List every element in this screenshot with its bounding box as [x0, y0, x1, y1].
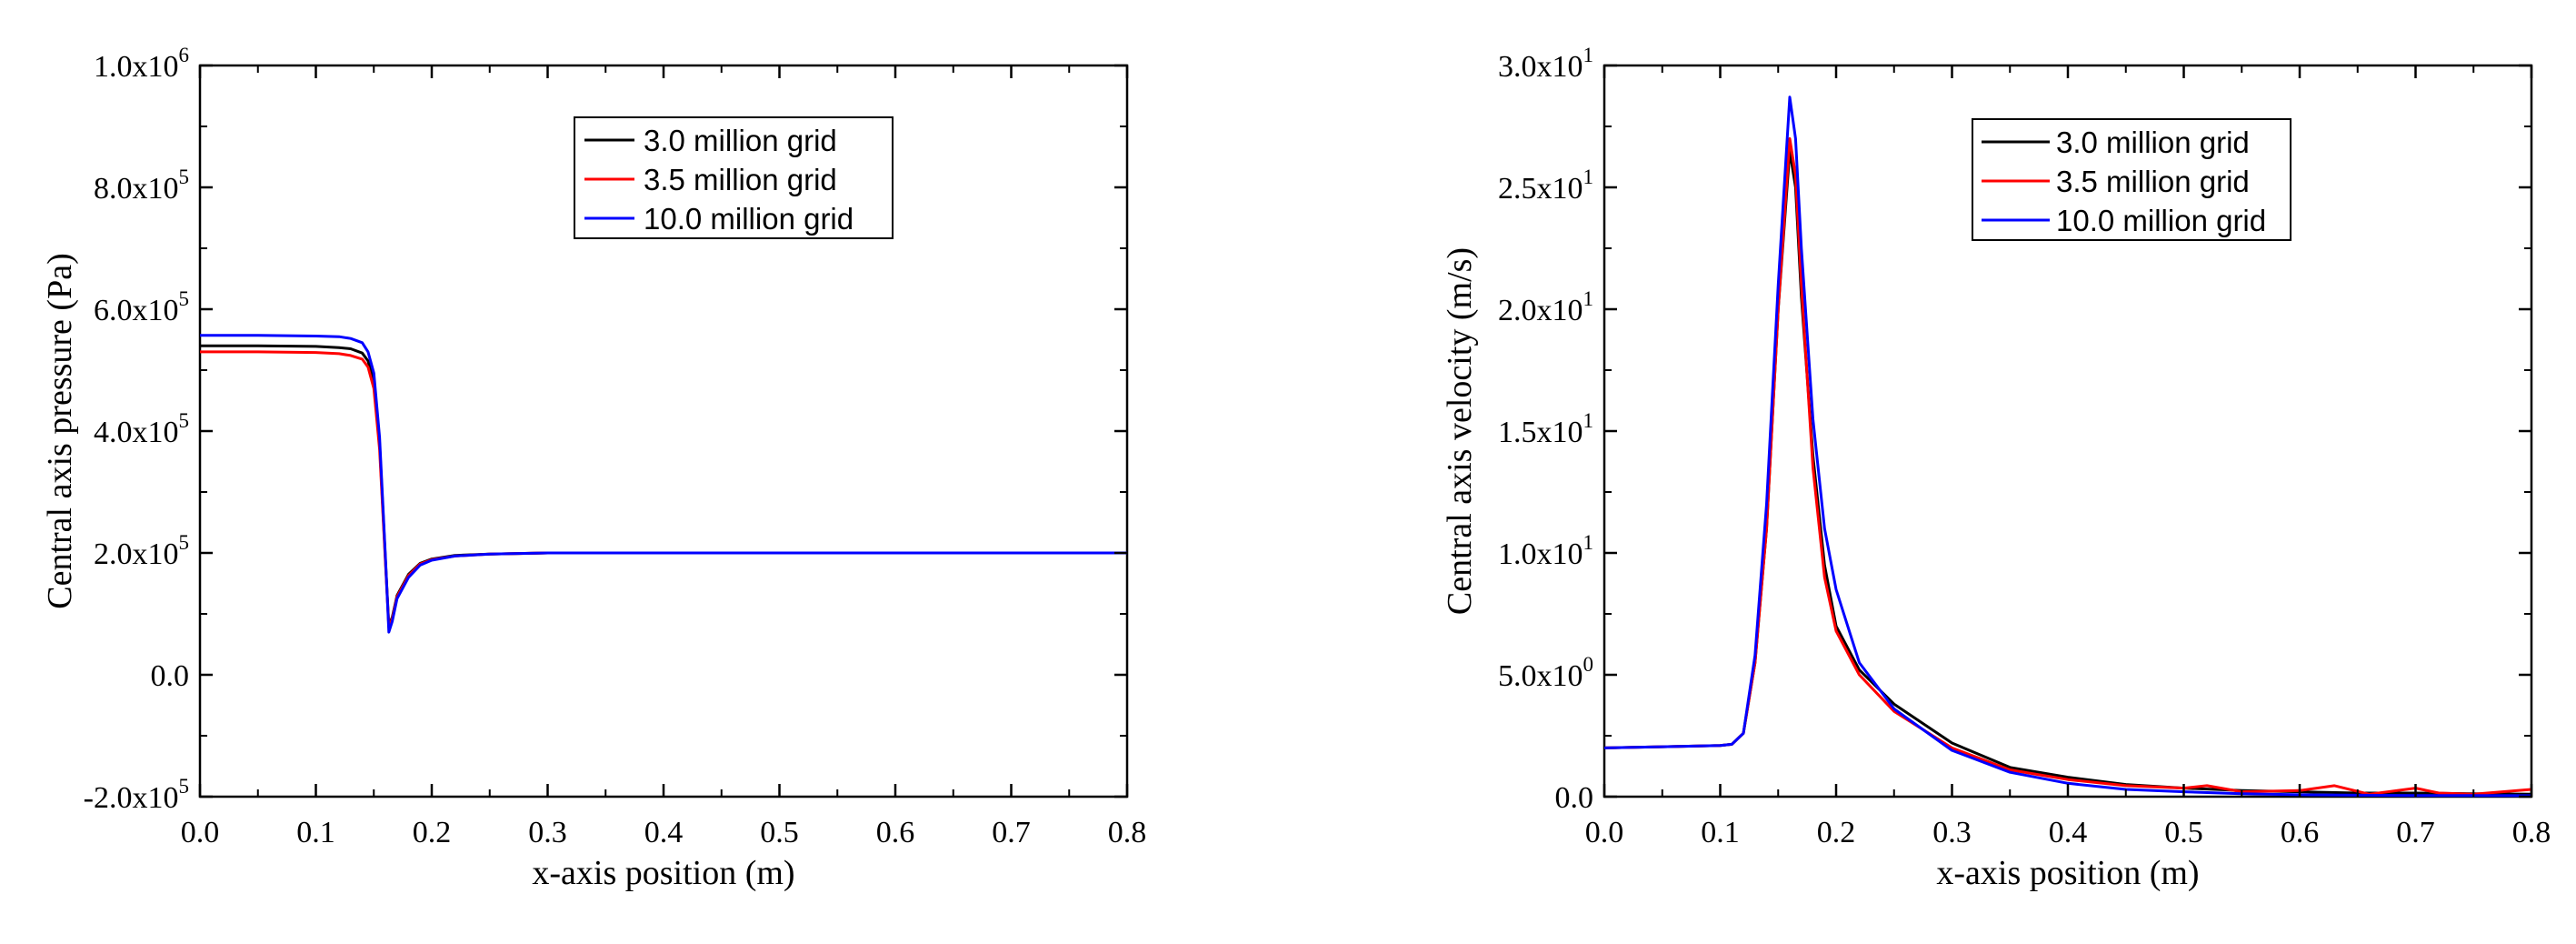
- velocity-x-tick-label: 0.6: [2281, 816, 2320, 849]
- velocity-x-tick-label: 0.5: [2164, 816, 2203, 849]
- pressure-y-tick-label: -2.0x105: [84, 775, 189, 815]
- velocity-legend-label-3-0: 3.0 million grid: [2056, 126, 2250, 159]
- pressure-y-tick-label: 0.0: [151, 659, 190, 693]
- pressure-legend: 3.0 million grid 3.5 million grid 10.0 m…: [574, 116, 894, 239]
- pressure-x-tick-label: 0.1: [296, 816, 335, 849]
- pressure-x-tick-label: 0.4: [644, 816, 684, 849]
- pressure-x-tick-label: 0.5: [760, 816, 799, 849]
- velocity-x-tick-label: 0.7: [2396, 816, 2435, 849]
- velocity-x-tick-label: 0.8: [2512, 816, 2551, 849]
- velocity-x-tick-label: 0.4: [2049, 816, 2088, 849]
- velocity-y-tick-label: 1.5x101: [1498, 409, 1593, 449]
- pressure-x-tick-label: 0.8: [1108, 816, 1147, 849]
- pressure-y-tick-label: 4.0x105: [94, 409, 189, 449]
- velocity-x-tick-label: 0.2: [1817, 816, 1856, 849]
- velocity-y-tick-label: 3.0x101: [1498, 44, 1593, 84]
- pressure-x-tick-label: 0.2: [413, 816, 452, 849]
- velocity-y-axis-label: Central axis velocity (m/s): [1441, 247, 1479, 615]
- velocity-y-tick-label: 2.0x101: [1498, 287, 1593, 327]
- pressure-legend-label-3-0: 3.0 million grid: [644, 124, 837, 157]
- pressure-y-axis-label: Central axis pressure (Pa): [41, 253, 79, 609]
- velocity-x-axis-label: x-axis position (m): [1936, 854, 2199, 892]
- velocity-y-tick-label: 0.0: [1555, 781, 1594, 815]
- pressure-y-tick-label: 6.0x105: [94, 287, 189, 327]
- pressure-series-3-0-million-grid: [200, 344, 1127, 628]
- pressure-x-tick-label: 0.7: [992, 816, 1031, 849]
- velocity-legend: 3.0 million grid 3.5 million grid 10.0 m…: [1972, 118, 2291, 241]
- velocity-y-tick-label: 5.0x100: [1498, 653, 1593, 693]
- velocity-series-3-0-million-grid: [1603, 149, 2532, 796]
- velocity-x-tick-label: 0.1: [1701, 816, 1740, 849]
- pressure-x-tick-label: 0.0: [181, 816, 220, 849]
- velocity-series-10-0-million-grid: [1603, 95, 2532, 798]
- pressure-y-tick-label: 8.0x105: [94, 166, 189, 206]
- velocity-x-tick-label: 0.3: [1932, 816, 1972, 849]
- pressure-x-tick-label: 0.3: [528, 816, 567, 849]
- pressure-x-tick-label: 0.6: [876, 816, 915, 849]
- pressure-chart: 0.0 0.1 0.2 0.3 0.4 0.5 0.6 0.7 0.8 -2.0x1050.02…: [41, 44, 1146, 892]
- velocity-y-tick-label: 2.5x101: [1498, 166, 1593, 206]
- pressure-x-axis-label: x-axis position (m): [532, 854, 794, 892]
- velocity-y-tick-label: 1.0x101: [1498, 531, 1593, 571]
- pressure-legend-label-3-5: 3.5 million grid: [644, 163, 837, 196]
- velocity-chart: 0.0 0.1 0.2 0.3 0.4 0.5 0.6 0.7 0.8 0.0 5.0x100 1.…: [1441, 44, 2551, 892]
- pressure-series-3-5-million-grid: [200, 350, 1127, 629]
- pressure-y-tick-label: 2.0x105: [94, 531, 189, 571]
- pressure-legend-label-10-0: 10.0 million grid: [644, 202, 854, 236]
- velocity-x-tick-label: 0.0: [1585, 816, 1624, 849]
- velocity-legend-label-3-5: 3.5 million grid: [2056, 165, 2250, 198]
- pressure-series-10-0-million-grid: [200, 334, 1127, 634]
- velocity-legend-label-10-0: 10.0 million grid: [2056, 204, 2266, 237]
- pressure-y-tick-label: 1.0x106: [94, 44, 189, 84]
